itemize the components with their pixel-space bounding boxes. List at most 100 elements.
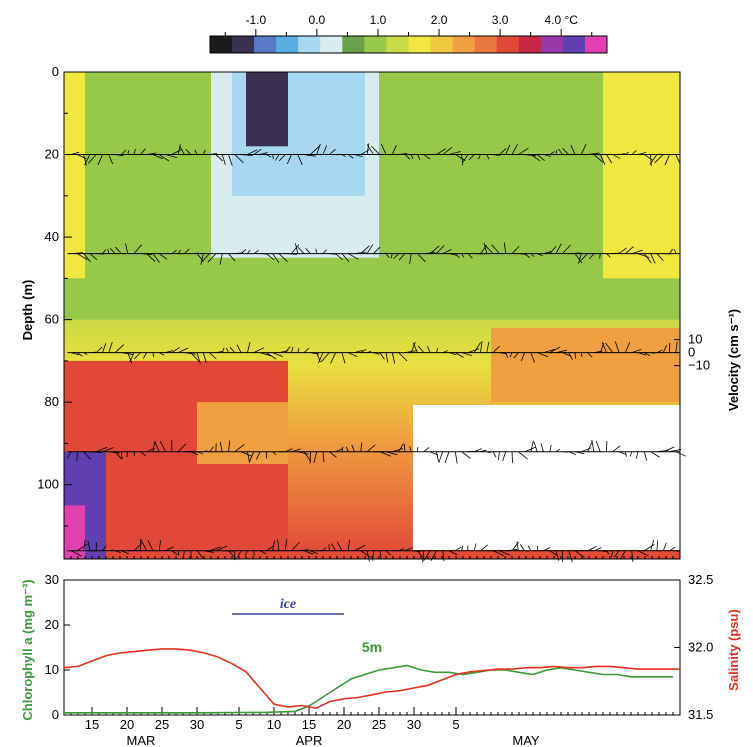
velocity-stick [202, 352, 207, 364]
velocity-stick [611, 550, 614, 558]
velocity-stick [654, 154, 664, 164]
velocity-stick [366, 143, 370, 155]
velocity-stick [77, 543, 88, 552]
velocity-stick [190, 451, 199, 456]
velocity-stick [448, 352, 457, 356]
velocity-stick [219, 441, 223, 452]
velocity-stick [236, 344, 242, 353]
velocity-stick [530, 440, 534, 452]
velocity-stick [102, 343, 107, 353]
velocity-stick [587, 440, 593, 452]
velocity-stick [675, 451, 686, 457]
colorbar-tick-label: -1.0 [245, 13, 266, 27]
velocity-stick [297, 451, 309, 455]
velocity-stick [574, 451, 585, 455]
velocity-stick [412, 342, 418, 353]
velocity-stick [67, 451, 72, 459]
velocity-stick [461, 154, 464, 166]
velocity-stick [385, 451, 398, 456]
velocity-stick [455, 546, 462, 552]
velocity-stick [562, 148, 569, 155]
velocity-stick [480, 544, 488, 552]
velocity-stick [154, 441, 160, 452]
velocity-axis: 100−10 [674, 332, 710, 373]
velocity-stick [165, 546, 174, 552]
velocity-stick [390, 253, 393, 259]
velocity-stick [310, 550, 318, 555]
velocity-stick [366, 244, 374, 254]
velocity-stick [201, 253, 210, 263]
velocity-stick [108, 341, 113, 353]
depth-tick-label: 100 [37, 477, 59, 492]
chlorophyll-tick-label: 20 [45, 617, 59, 632]
velocity-stick [513, 352, 519, 359]
velocity-stick [83, 154, 87, 166]
velocity-stick [228, 154, 233, 166]
velocity-stick [108, 154, 114, 165]
velocity-stick [102, 545, 107, 551]
velocity-stick [491, 244, 500, 254]
velocity-stick [581, 253, 588, 261]
velocity-tick-label: 0 [688, 345, 695, 360]
velocity-stick [662, 345, 667, 353]
velocity-stick [152, 441, 156, 452]
velocity-stick [385, 550, 392, 556]
deep-warmest-core [64, 505, 85, 559]
velocity-stick [423, 447, 430, 453]
velocity-stick [410, 154, 414, 159]
salinity-tick-label: 32.0 [688, 640, 713, 655]
colorbar-tick-label: 4.0 °C [544, 13, 578, 27]
velocity-stick [348, 253, 359, 260]
velocity-stick [436, 148, 446, 155]
velocity-stick [89, 451, 102, 453]
velocity-tick-label: −10 [688, 358, 710, 373]
velocity-stick [158, 540, 161, 551]
velocity-stick [631, 550, 634, 562]
velocity-stick [321, 352, 330, 362]
salinity-line [63, 648, 680, 710]
velocity-stick [669, 248, 674, 254]
velocity-stick [313, 451, 318, 464]
velocity-stick [152, 253, 160, 263]
velocity-stick [335, 253, 343, 261]
velocity-stick [486, 342, 490, 353]
velocity-stick [221, 154, 226, 165]
depth-tick-label: 0 [52, 64, 59, 79]
velocity-stick [461, 451, 471, 459]
velocity-stick [329, 148, 336, 155]
velocity-stick [177, 347, 189, 354]
velocity-stick [196, 550, 204, 559]
velocity-stick [221, 347, 225, 353]
velocity-stick [329, 253, 337, 255]
velocity-stick [140, 148, 146, 155]
velocity-stick [121, 550, 129, 555]
velocity-stick [133, 148, 136, 155]
velocity-stick [303, 347, 310, 353]
date-tick-label: 5 [452, 717, 459, 732]
velocity-stick [366, 550, 370, 562]
velocity-stick [581, 549, 593, 552]
velocity-stick [618, 247, 627, 254]
velocity-stick [444, 451, 450, 464]
velocity-stick [549, 245, 557, 254]
velocity-stick [272, 154, 274, 160]
velocity-stick [631, 348, 642, 354]
velocity-stick [95, 346, 103, 353]
velocity-stick [244, 550, 248, 556]
velocity-stick [253, 250, 259, 254]
velocity-stick [354, 154, 363, 158]
velocity-stick [404, 350, 417, 354]
velocity-stick [606, 550, 610, 555]
colorbar-swatch [232, 36, 255, 53]
velocity-stick [89, 253, 98, 261]
velocity-stick [587, 352, 593, 358]
velocity-stick [291, 448, 301, 453]
velocity-stick [392, 448, 403, 453]
velocity-stick [391, 144, 397, 155]
velocity-stick [278, 154, 286, 162]
velocity-stick [625, 246, 634, 254]
velocity-stick [511, 246, 520, 254]
velocity-stick [165, 154, 178, 159]
velocity-stick [429, 245, 440, 254]
